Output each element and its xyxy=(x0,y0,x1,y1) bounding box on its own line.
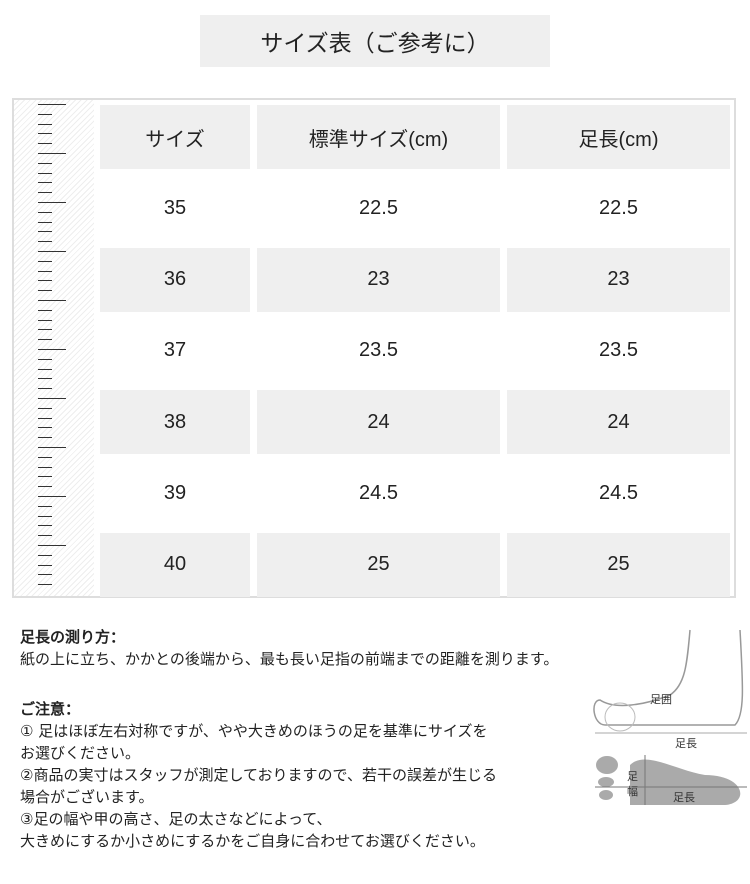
note-line: ① 足はほぼ左右対称ですが、やや大きめのほうの足を基準にサイズを xyxy=(20,722,488,740)
ruler-tick xyxy=(38,564,52,566)
size-table-frame xyxy=(12,98,736,598)
ruler-tick xyxy=(38,211,52,213)
notes-heading: ご注意： xyxy=(20,700,81,718)
note-line: 場合がございます。 xyxy=(20,788,154,806)
ruler-tick xyxy=(38,133,52,135)
length-label-2: 足長 xyxy=(673,791,695,804)
ruler-tick xyxy=(38,221,52,223)
ruler-tick xyxy=(38,505,52,507)
table-cell: 40 xyxy=(100,532,250,597)
measure-section: 足長の測り方： 紙の上に立ち、かかとの後端から、最も長い足指の前端までの距離を測… xyxy=(20,626,558,670)
ruler-tick xyxy=(38,290,52,292)
ruler-tick xyxy=(38,515,52,517)
toe-print xyxy=(598,777,614,787)
table-cell: 23 xyxy=(257,247,500,312)
ruler-tick xyxy=(38,202,66,203)
footprint xyxy=(630,759,741,805)
ruler-tick xyxy=(38,378,52,380)
ruler-tick xyxy=(38,358,52,360)
note-line: ②商品の実寸はスタッフが測定しておりますので、若干の誤差が生じる xyxy=(20,766,497,784)
ruler-decoration xyxy=(14,100,94,596)
table-cell: 35 xyxy=(163,196,187,219)
page-title: サイズ表（ご参考に） xyxy=(200,15,550,67)
foot-side-outline xyxy=(593,629,744,726)
ruler-tick xyxy=(38,574,52,576)
table-cell: 23 xyxy=(507,247,730,312)
ruler-tick xyxy=(38,456,52,458)
table-cell: 22.5 xyxy=(599,196,638,219)
ruler-tick xyxy=(38,153,66,154)
ruler-tick xyxy=(38,496,66,497)
ruler-tick xyxy=(38,280,52,282)
measure-text: 紙の上に立ち、かかとの後端から、最も長い足指の前端までの距離を測ります。 xyxy=(20,650,559,668)
ruler-tick xyxy=(38,535,52,537)
ruler-tick xyxy=(38,123,52,125)
ruler-tick xyxy=(38,192,52,194)
table-cell: 24 xyxy=(257,390,500,455)
ruler-tick xyxy=(38,162,52,164)
width-label-2: 幅 xyxy=(627,785,638,798)
ruler-tick xyxy=(38,329,52,331)
ruler-tick xyxy=(38,407,52,409)
ruler-tick xyxy=(38,182,52,184)
table-cell: 38 xyxy=(100,390,250,455)
ruler-tick xyxy=(38,584,52,586)
ruler-tick xyxy=(38,143,52,145)
ruler-tick xyxy=(38,172,52,174)
ruler-tick xyxy=(38,437,52,439)
table-cell: 37 xyxy=(163,339,187,362)
ruler-tick xyxy=(38,319,52,321)
table-cell: 36 xyxy=(100,247,250,312)
ruler-tick xyxy=(38,104,66,105)
ruler-tick xyxy=(38,113,52,115)
ruler-tick xyxy=(38,388,52,390)
table-header-cell: 標準サイズ(cm) xyxy=(257,105,500,169)
table-cell: 24.5 xyxy=(599,482,638,504)
ruler-tick xyxy=(38,545,66,546)
girth-label: 足囲 xyxy=(650,693,672,706)
ruler-tick xyxy=(38,447,66,448)
toe-print xyxy=(599,790,613,800)
ruler-tick xyxy=(38,398,66,399)
ruler-tick xyxy=(38,349,66,350)
ruler-tick xyxy=(38,486,52,488)
toe-print xyxy=(596,756,618,774)
note-line: お選びください。 xyxy=(20,744,141,762)
note-line: ③足の幅や甲の高さ、足の太さなどによって、 xyxy=(20,810,332,828)
ruler-tick xyxy=(38,231,52,233)
measure-heading: 足長の測り方： xyxy=(20,628,126,646)
width-label-1: 足 xyxy=(627,770,638,783)
note-line: 大きめにするか小さめにするかをご自身に合わせてお選びください。 xyxy=(20,832,485,850)
ruler-tick xyxy=(38,427,52,429)
ruler-tick xyxy=(38,270,52,272)
ruler-tick xyxy=(38,251,66,252)
table-header-cell: サイズ xyxy=(100,105,250,169)
ruler-tick xyxy=(38,260,52,262)
table-header-cell: 足長(cm) xyxy=(507,105,730,169)
toe-outline xyxy=(604,702,636,732)
foot-diagram: 足囲 足長 足 幅 足長 xyxy=(593,629,747,805)
ruler-tick xyxy=(38,241,52,243)
ruler-tick xyxy=(38,300,66,301)
table-cell: 24.5 xyxy=(359,482,398,504)
table-cell: 39 xyxy=(163,482,187,504)
ruler-tick xyxy=(38,554,52,556)
table-cell: 25 xyxy=(257,532,500,597)
ruler-tick xyxy=(38,417,52,419)
table-cell: 23.5 xyxy=(359,339,398,362)
ruler-tick xyxy=(38,525,52,527)
ruler-tick xyxy=(38,368,52,370)
ruler-tick xyxy=(38,476,52,478)
notes-section: ご注意： ① 足はほぼ左右対称ですが、やや大きめのほうの足を基準にサイズを お選… xyxy=(20,698,497,852)
table-cell: 25 xyxy=(507,532,730,597)
ruler-tick xyxy=(38,339,52,341)
ruler-tick xyxy=(38,466,52,468)
table-cell: 23.5 xyxy=(599,339,638,362)
ruler-tick xyxy=(38,309,52,311)
length-label: 足長 xyxy=(675,737,697,750)
table-cell: 24 xyxy=(507,390,730,455)
table-cell: 22.5 xyxy=(359,196,398,219)
